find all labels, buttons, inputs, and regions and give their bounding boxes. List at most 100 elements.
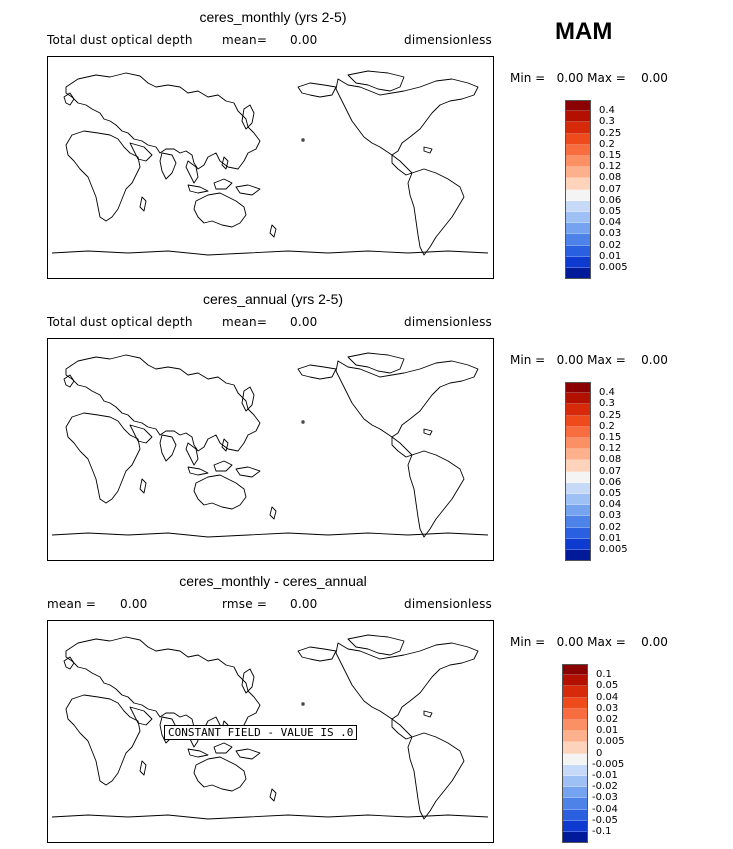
colorbar-tick-label: 0: [596, 747, 603, 759]
colorbar-swatch: [565, 156, 591, 168]
colorbar-tick-label: 0.08: [599, 172, 622, 184]
colorbar-swatch: [562, 809, 588, 821]
coastline: [297, 364, 337, 380]
coastline: [65, 354, 261, 452]
colorbar: 0.1 0.05 0.04 0.03 0.02 0.01 0.005 0 -0.005 -0.01…: [562, 664, 625, 844]
coastline: [129, 142, 153, 162]
colorbar-swatch: [562, 675, 588, 687]
colorbar-tick-label: 0.005: [599, 262, 628, 273]
max-value: 0.00: [641, 353, 668, 367]
units-label: dimensionless: [404, 597, 492, 611]
rmse-label: rmse =: [222, 597, 268, 611]
colorbar-swatch: [562, 708, 588, 720]
colorbar-swatch: [562, 731, 588, 743]
coastline: [63, 374, 75, 388]
coastline: [347, 70, 405, 92]
coastline: [221, 156, 229, 170]
colorbar-tick-label: 0.3: [599, 116, 615, 128]
colorbar-swatch: [565, 382, 591, 394]
colorbar-swatch: [565, 223, 591, 235]
colorbar-tick-label: -0.04: [592, 803, 618, 815]
coastline: [139, 196, 147, 212]
colorbar-tick-label: 0.06: [599, 476, 622, 488]
colorbar-tick-label: 0.05: [599, 488, 622, 499]
colorbar-tick-label: 0.05: [599, 206, 622, 217]
colorbar-tick-label: 0.15: [599, 150, 622, 161]
coastline: [129, 706, 153, 726]
coastline: [187, 748, 209, 758]
mean-value: 0.00: [290, 315, 318, 329]
colorbar-tick-label: 0.2: [599, 420, 615, 432]
colorbar-tick-label: -0.01: [592, 770, 618, 781]
mean-label: mean=: [222, 33, 268, 47]
colorbar-swatch: [565, 449, 591, 461]
colorbar-swatch: [565, 516, 591, 528]
colorbar-swatch: [565, 482, 591, 494]
min-max-readout: Min = 0.00 Max = 0.00: [510, 71, 668, 85]
coastline: [193, 192, 247, 228]
colorbar-swatch: [565, 144, 591, 156]
colorbar-swatch: [562, 742, 588, 754]
max-label: Max =: [587, 71, 626, 85]
coastline: [391, 718, 413, 740]
colorbar-tick-label: 0.06: [599, 194, 622, 206]
colorbar-tick-label: 0.08: [599, 454, 622, 466]
colorbar-tick-label: -0.03: [592, 792, 618, 804]
colorbar-swatch: [562, 720, 588, 732]
coastline: [407, 450, 465, 538]
colorbar-tick-label: -0.05: [592, 814, 618, 826]
mean-value: 0.00: [120, 597, 148, 611]
coastline: [407, 168, 465, 256]
colorbar-swatch: [565, 167, 591, 179]
colorbar-swatch: [565, 178, 591, 190]
colorbar-swatch: [565, 460, 591, 472]
coastline: [391, 154, 413, 176]
colorbar-swatch: [565, 471, 591, 483]
coastline: [65, 130, 141, 222]
colorbar-frame: [562, 664, 588, 844]
colorbar: 0.4 0.3 0.25 0.2 0.15 0.12 0.08 0.07 0.06 0.05 0.0…: [565, 100, 628, 280]
coastline: [159, 434, 177, 462]
coastline: [51, 532, 489, 538]
coastline: [301, 138, 305, 142]
world-map: [47, 56, 494, 279]
coastline: [235, 748, 261, 760]
colorbar-tick-label: 0.03: [596, 702, 619, 714]
colorbar-swatch: [565, 494, 591, 506]
panel-title: ceres_annual (yrs 2-5): [202, 291, 344, 307]
colorbar-tick-label: 0.05: [596, 680, 619, 692]
colorbar-tick-label: 0.04: [599, 499, 622, 511]
colorbar-swatch: [565, 245, 591, 257]
min-value: 0.00: [556, 353, 584, 367]
coastline: [423, 710, 433, 718]
coastline: [297, 82, 337, 98]
colorbar-swatch: [565, 505, 591, 517]
colorbar-frame: [565, 100, 591, 280]
colorbar-swatch: [562, 697, 588, 709]
season-label: MAM: [555, 18, 613, 45]
max-value: 0.00: [641, 71, 668, 85]
colorbar-swatch: [562, 798, 588, 810]
min-max-readout: Min = 0.00 Max = 0.00: [510, 353, 668, 367]
max-label: Max =: [587, 353, 626, 367]
colorbar-swatch: [562, 776, 588, 788]
colorbar-tick-label: 0.12: [599, 443, 622, 455]
max-label: Max =: [587, 635, 626, 649]
colorbar-swatch: [565, 122, 591, 134]
constant-field-note: CONSTANT FIELD - VALUE IS .0: [164, 725, 358, 740]
colorbar-tick-label: 0.02: [599, 521, 622, 533]
colorbar-swatch: [562, 787, 588, 799]
coastline: [301, 702, 305, 706]
coastline: [139, 760, 147, 776]
coastline: [51, 814, 489, 820]
coastline: [423, 146, 433, 154]
colorbar-tick-label: 0.02: [596, 714, 619, 725]
colorbar-tick-label: -0.02: [592, 781, 618, 793]
colorbar-swatch: [565, 404, 591, 416]
panel-annual: ceres_annual (yrs 2-5) Total dust optica…: [0, 282, 733, 565]
coastline: [347, 634, 405, 656]
mean-label: mean=: [222, 315, 268, 329]
coastline: [301, 420, 305, 424]
panel-monthly: ceres_monthly (yrs 2-5) Total dust optic…: [0, 0, 733, 283]
coastline: [159, 152, 177, 180]
